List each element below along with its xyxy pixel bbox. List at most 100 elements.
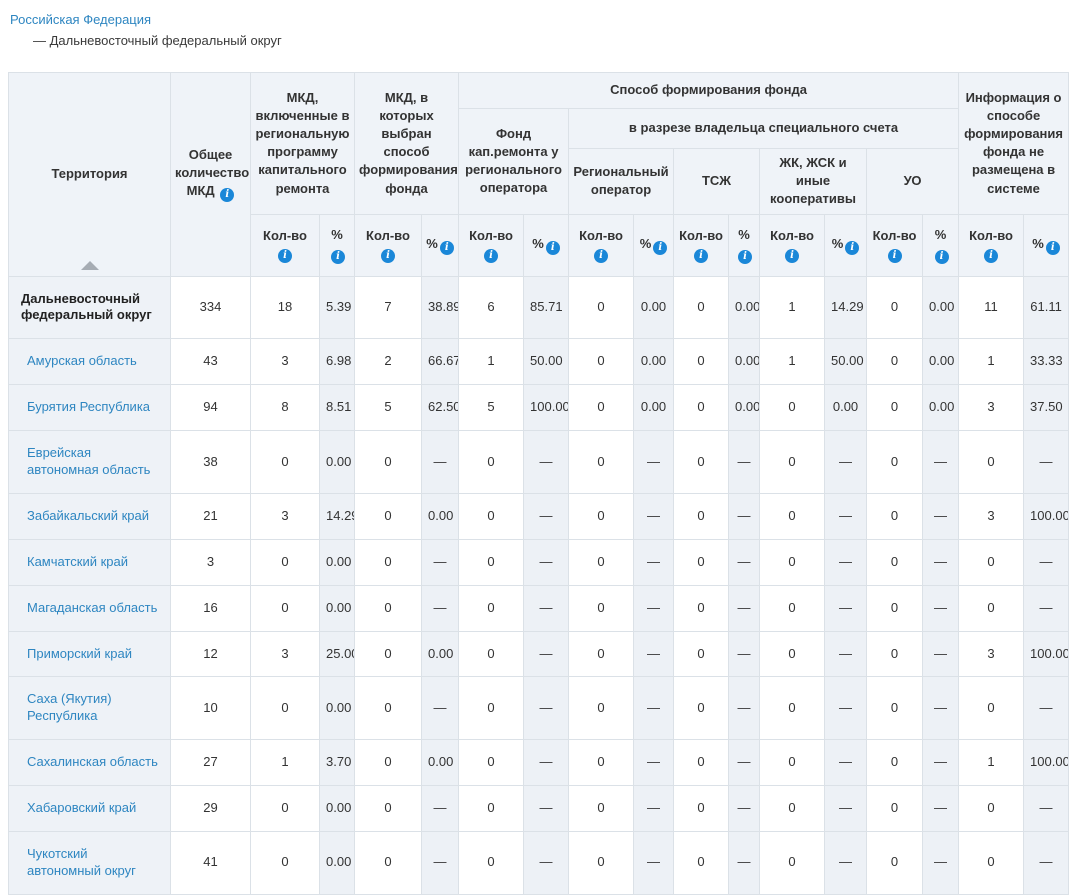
region-link[interactable]: Саха (Якутия) Республика	[27, 691, 112, 724]
region-link[interactable]: Забайкальский край	[27, 507, 150, 523]
value-cell: 0	[673, 430, 730, 494]
value-cell: 0	[673, 785, 730, 833]
value-cell: —	[420, 831, 460, 895]
column-header-count: Кол-во i	[866, 213, 924, 277]
value-cell: —	[1023, 430, 1070, 494]
value-cell: 14.29	[824, 275, 868, 340]
value-cell: 10	[170, 676, 251, 741]
info-icon[interactable]: i	[484, 248, 499, 263]
value-cell: 0.00	[728, 275, 761, 340]
value-cell: —	[728, 492, 761, 540]
value-cell: 1	[958, 338, 1025, 386]
value-cell: 0	[354, 430, 422, 494]
value-cell: 21	[170, 492, 251, 540]
territory-cell: Саха (Якутия) Республика	[8, 676, 171, 741]
info-icon[interactable]: i	[653, 241, 668, 256]
region-row: Еврейская автономная область 38 0 0.00 0—0—0…	[8, 430, 1070, 494]
value-cell: 0	[673, 630, 730, 678]
region-link[interactable]: Сахалинская область	[27, 754, 158, 770]
region-row: Саха (Якутия) Республика 10 0 0.00 0—0—0—0—0…	[8, 676, 1070, 741]
value-cell: —	[633, 739, 675, 787]
value-cell: 0	[673, 831, 730, 895]
value-cell: 0	[568, 676, 635, 741]
territory-cell: Амурская область	[8, 338, 171, 386]
value-cell: 0	[866, 831, 924, 895]
value-cell: 0	[958, 785, 1025, 833]
value-cell: 3	[250, 492, 320, 540]
value-cell: 5	[458, 384, 525, 432]
value-cell: —	[824, 785, 868, 833]
value-cell: 334	[170, 275, 251, 340]
info-icon[interactable]: i	[984, 248, 999, 263]
value-cell: 7	[354, 275, 422, 340]
info-icon[interactable]: i	[694, 248, 709, 263]
region-link[interactable]: Чукотский автономный округ	[27, 846, 136, 878]
value-cell: 0.00	[922, 338, 960, 386]
value-cell: 0	[250, 538, 320, 586]
region-link[interactable]: Приморский край	[27, 645, 132, 661]
info-icon[interactable]: i	[278, 248, 292, 263]
info-icon[interactable]: i	[594, 248, 609, 263]
column-header-count: Кол-во i	[354, 213, 422, 277]
value-cell: —	[728, 538, 761, 586]
info-icon[interactable]: i	[845, 241, 860, 256]
value-cell: 0	[354, 492, 422, 540]
value-cell: 41	[170, 831, 251, 895]
value-cell: —	[523, 831, 570, 895]
column-header-count: Кол-во i	[458, 213, 525, 277]
info-icon[interactable]: i	[545, 241, 560, 256]
region-link[interactable]: Амурская область	[27, 353, 137, 369]
value-cell: 0	[866, 492, 924, 540]
value-cell: 6.98	[319, 338, 355, 386]
value-cell: —	[824, 739, 868, 787]
info-icon[interactable]: i	[785, 248, 800, 263]
region-link[interactable]: Бурятия Республика	[27, 399, 151, 415]
region-link[interactable]: Еврейская автономная область	[27, 445, 151, 478]
value-cell: —	[922, 430, 960, 494]
value-cell: 0	[568, 584, 635, 632]
region-row: Бурятия Республика 94 8 8.51 5 62.50 5 100.00 0 0…	[8, 384, 1070, 432]
value-cell: 8.51	[319, 384, 355, 432]
value-cell: 0	[250, 785, 320, 833]
value-cell: 3	[250, 630, 320, 678]
info-icon[interactable]: i	[1045, 241, 1060, 256]
value-cell: —	[523, 739, 570, 787]
info-icon[interactable]: i	[331, 250, 345, 265]
value-cell: 1	[759, 275, 826, 340]
column-header-percent: %i	[1023, 213, 1070, 277]
value-cell: —	[420, 538, 460, 586]
value-cell: 0	[759, 630, 826, 678]
info-icon[interactable]: i	[381, 248, 395, 263]
info-icon[interactable]: i	[934, 250, 949, 265]
info-icon[interactable]: i	[887, 248, 902, 263]
region-link[interactable]: Магаданская область	[27, 599, 158, 615]
column-header-special-account: в разрезе владельца специального счета	[568, 108, 960, 149]
value-cell: 5.39	[319, 275, 355, 340]
value-cell: 0	[866, 785, 924, 833]
value-cell: —	[824, 492, 868, 540]
value-cell: 29	[170, 785, 251, 833]
value-cell: 38.89	[420, 275, 460, 340]
value-cell: 0.00	[728, 384, 761, 432]
total-row: Дальневосточный федеральный округ 334 18 5.…	[8, 275, 1070, 340]
breadcrumb-root-link[interactable]: Российская Федерация	[10, 12, 152, 27]
column-header-count: Кол-во i	[250, 213, 320, 277]
sort-asc-icon[interactable]	[80, 260, 99, 270]
value-cell: —	[824, 831, 868, 895]
value-cell: —	[523, 492, 570, 540]
info-icon[interactable]: i	[738, 250, 753, 265]
value-cell: 0	[673, 492, 730, 540]
value-cell: —	[728, 785, 761, 833]
column-header-territory[interactable]: Территория	[8, 72, 171, 277]
breadcrumb-current: — Дальневосточный федеральный округ	[33, 33, 282, 48]
info-icon[interactable]: i	[220, 188, 235, 203]
value-cell: —	[633, 676, 675, 741]
column-header-percent: %i	[824, 213, 868, 277]
value-cell: 94	[170, 384, 251, 432]
value-cell: —	[633, 492, 675, 540]
info-icon[interactable]: i	[439, 241, 454, 256]
region-link[interactable]: Хабаровский край	[27, 800, 137, 816]
value-cell: 0	[759, 430, 826, 494]
value-cell: —	[1023, 831, 1070, 895]
region-link[interactable]: Камчатский край	[27, 553, 128, 569]
